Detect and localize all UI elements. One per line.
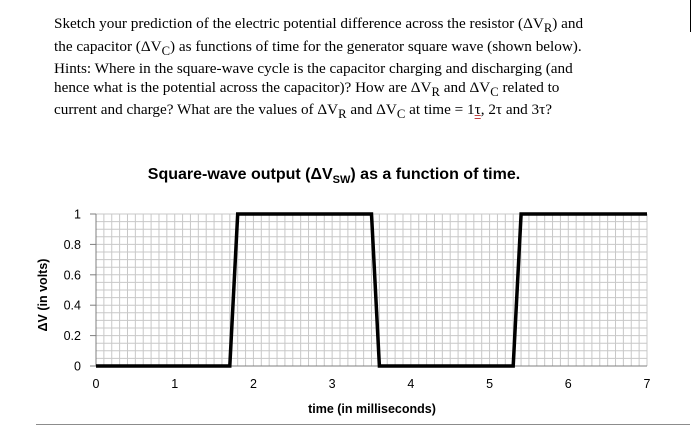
series-layer	[96, 212, 647, 368]
chart-title: Square-wave output (ΔVSW) as a function …	[148, 166, 520, 186]
question-line-4-mid: and ΔV	[439, 78, 491, 96]
square-wave-line	[96, 212, 647, 368]
question-line-1-text: Sketch your prediction of the electric p…	[54, 15, 544, 32]
subscript-r: R	[543, 21, 553, 36]
question-line-1: Sketch your prediction of the electric p…	[54, 15, 684, 38]
question-line-5-text: current and charge? What are the values …	[54, 101, 339, 119]
question-line-5-end-b: , 2τ and 3τ?	[480, 101, 552, 119]
subscript-c: C	[396, 107, 406, 122]
question-line-4-text: hence what is the potential across the c…	[54, 78, 432, 96]
chart-svg: Square-wave output (ΔVSW) as a function …	[36, 166, 651, 416]
y-tick-label: 0.4	[64, 299, 81, 313]
y-tick-label: 1	[74, 208, 81, 222]
question-line-5-end-a: at time = 1	[405, 101, 475, 119]
question-line-2-text: the capacitor (ΔV	[54, 37, 162, 55]
chart-title-prefix: Square-wave output (ΔV	[148, 166, 333, 183]
x-tick-label: 7	[644, 377, 651, 391]
chart-title-suffix: ) as a function of time.	[350, 166, 520, 183]
chart-title-subscript: SW	[333, 174, 351, 186]
subscript-c: C	[161, 43, 171, 58]
x-tick-label: 5	[486, 377, 493, 391]
x-tick-label: 6	[565, 377, 572, 391]
x-axis-label: time (in milliseconds)	[308, 402, 436, 416]
x-tick-label: 1	[171, 377, 178, 391]
x-tick-label: 3	[329, 377, 336, 391]
question-line-2-end: ) as functions of time for the generator…	[170, 37, 582, 55]
square-wave-chart: Square-wave output (ΔVSW) as a function …	[0, 150, 694, 428]
x-tick-label: 4	[407, 377, 414, 391]
subscript-r: R	[431, 84, 440, 99]
y-tick-label: 0.8	[64, 238, 81, 252]
bottom-divider	[36, 424, 690, 425]
y-axis-label: ΔV (in volts)	[36, 259, 50, 332]
question-line-3: Hints: Where in the square-wave cycle is…	[54, 60, 684, 79]
y-tick-label: 0.2	[64, 329, 81, 343]
question-line-5: current and charge? What are the values …	[54, 101, 684, 124]
question-line-4-end: related to	[498, 78, 560, 96]
right-border-line	[690, 0, 691, 32]
tick-label-layer: 0 0.2 0.4 0.6 0.8 1 0 1 2 3 4 5 6 7	[64, 208, 651, 392]
y-tick-label: 0	[74, 360, 81, 374]
question-line-1-end: ) and	[552, 15, 584, 32]
grid-layer	[96, 213, 648, 366]
y-tick-label: 0.6	[64, 268, 81, 282]
x-tick-label: 2	[250, 377, 257, 391]
x-tick-label: 0	[93, 377, 100, 391]
tau-symbol: τ	[474, 101, 481, 119]
question-line-2: the capacitor (ΔVC) as functions of time…	[54, 38, 684, 61]
question-text: Sketch your prediction of the electric p…	[54, 15, 684, 124]
subscript-c: C	[490, 84, 499, 99]
question-line-4: hence what is the potential across the c…	[54, 79, 684, 102]
subscript-r: R	[338, 107, 347, 122]
question-line-5-mid: and ΔV	[346, 101, 397, 119]
question-line-3-text: Hints: Where in the square-wave cycle is…	[54, 60, 573, 78]
